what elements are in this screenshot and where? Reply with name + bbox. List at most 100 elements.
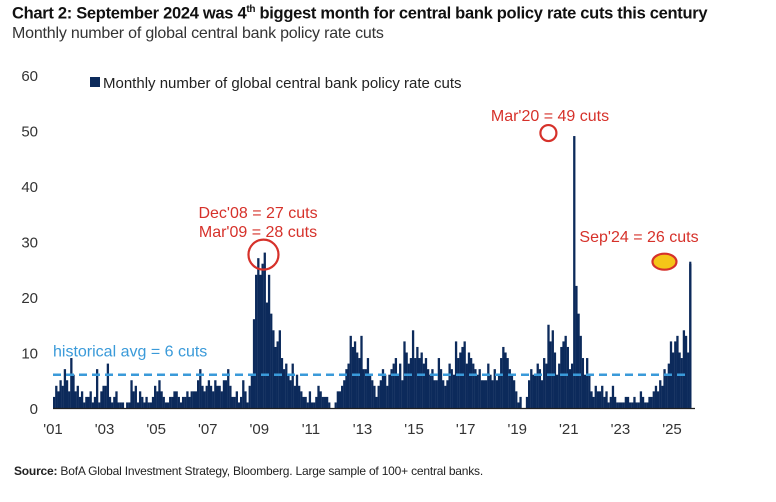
bar: [489, 374, 492, 408]
bar: [252, 319, 256, 408]
bar: [227, 369, 230, 408]
bar: [235, 391, 238, 408]
bar: [639, 391, 643, 408]
bar: [607, 402, 610, 408]
bar: [237, 402, 241, 408]
bar: [175, 391, 178, 408]
annotation-label: Mar'20 = 49 cuts: [491, 108, 609, 125]
bar: [143, 402, 146, 408]
bar: [383, 374, 387, 408]
bar: [448, 363, 451, 408]
bar: [431, 369, 434, 408]
bar: [119, 402, 122, 408]
bar: [652, 391, 655, 408]
bar: [545, 363, 548, 408]
bar: [233, 396, 236, 408]
bar: [538, 369, 542, 408]
bar: [106, 363, 110, 408]
bar: [115, 391, 118, 408]
bar: [573, 136, 576, 409]
bar: [560, 346, 563, 408]
bar: [678, 352, 681, 408]
bar: [409, 358, 413, 408]
bar: [362, 369, 365, 408]
bar: [315, 396, 318, 408]
y-axis-ticks: 0 10 20 30 40 50 60: [21, 68, 38, 418]
bar: [319, 391, 322, 408]
bar: [551, 330, 554, 408]
bar: [437, 358, 441, 408]
bar: [201, 385, 204, 408]
bar: [298, 385, 301, 408]
bar: [76, 385, 79, 408]
bar: [446, 380, 449, 408]
bar: [91, 402, 94, 408]
y-tick-label: 20: [21, 290, 38, 307]
bar: [70, 358, 73, 408]
title-superscript: th: [246, 4, 256, 15]
bar: [461, 346, 464, 408]
bar: [596, 391, 600, 408]
bar: [209, 385, 213, 408]
bar: [491, 380, 494, 408]
bar: [601, 385, 604, 408]
y-tick-label: 60: [21, 68, 38, 85]
bar: [231, 396, 234, 408]
bar: [631, 402, 634, 408]
bar: [78, 396, 82, 408]
bar: [618, 402, 621, 408]
bar: [609, 396, 612, 408]
bar: [433, 380, 436, 408]
bar: [547, 324, 550, 408]
bar: [261, 263, 264, 408]
bar: [648, 396, 651, 408]
bar: [485, 380, 488, 408]
bar: [478, 369, 481, 408]
bar: [317, 385, 320, 408]
bar: [663, 369, 666, 408]
bar: [368, 374, 372, 408]
bar: [463, 341, 466, 408]
bar: [635, 402, 638, 408]
bar: [401, 380, 404, 408]
chart-area: 0 10 20 30 40 50 60 '01 '03 '05 '07 '09 '11 '13 '15 '1…: [21, 68, 698, 438]
bar: [616, 402, 619, 408]
bar: [570, 363, 574, 408]
bar: [222, 380, 226, 408]
bar: [336, 391, 340, 408]
bar: [343, 380, 346, 408]
highlight-circle: [539, 123, 558, 143]
bar: [65, 380, 69, 408]
y-tick-label: 10: [21, 346, 38, 363]
annotation-label: Dec'08 = 27 cuts: [198, 205, 317, 222]
bar: [687, 352, 690, 408]
bar: [474, 369, 477, 408]
bar: [532, 374, 535, 408]
bar: [181, 396, 185, 408]
bar: [396, 374, 400, 408]
bar: [381, 369, 385, 408]
bar: [126, 402, 129, 408]
bar: [641, 396, 645, 408]
bar: [323, 396, 327, 408]
bar: [169, 396, 172, 408]
bar: [274, 346, 277, 408]
bar: [57, 391, 60, 408]
bar: [407, 363, 410, 408]
average-label: historical avg = 6 cuts: [53, 344, 207, 361]
bar: [55, 385, 58, 408]
bar: [166, 402, 170, 408]
bar: [89, 391, 92, 408]
bar: [525, 396, 529, 408]
bar: [132, 391, 135, 408]
bar: [207, 380, 211, 408]
bar: [540, 380, 544, 408]
bar: [467, 352, 471, 408]
bar: [190, 391, 193, 408]
bar: [164, 402, 168, 408]
bar: [199, 369, 202, 408]
legend-label: Monthly number of global central bank po…: [103, 75, 462, 92]
bar: [680, 358, 683, 408]
bar: [85, 396, 88, 408]
bar: [517, 402, 520, 408]
